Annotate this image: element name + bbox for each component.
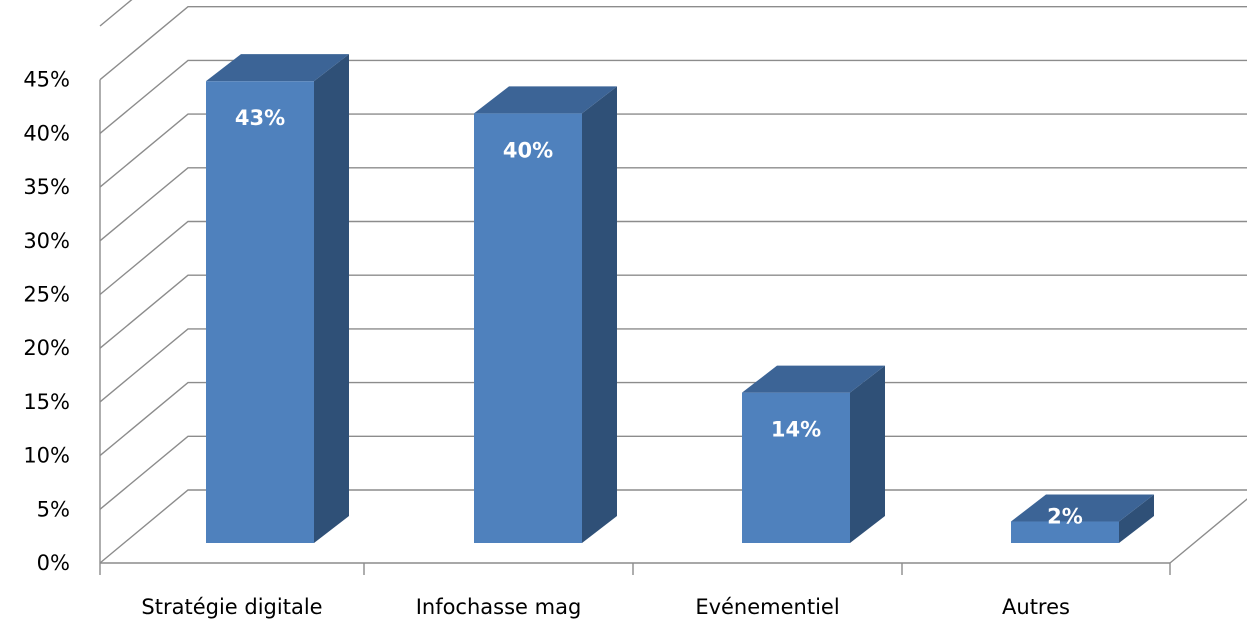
bar-side [314, 54, 349, 544]
bar-side [1119, 494, 1154, 543]
gridline [99, 0, 133, 27]
y-tick-label: 40% [23, 121, 70, 145]
gridlines [99, 0, 1247, 564]
x-category-label: Stratégie digitale [141, 595, 322, 619]
y-tick-label: 35% [23, 175, 70, 199]
y-tick-label: 15% [23, 390, 70, 414]
bar-front [474, 113, 582, 544]
bar-top [474, 86, 617, 114]
data-label: 2% [1047, 505, 1083, 529]
gridline [99, 435, 1247, 510]
gridline [99, 328, 1247, 403]
gridline [99, 167, 1247, 242]
data-label: 14% [771, 418, 821, 442]
bars [206, 54, 1154, 544]
bar-front [742, 392, 850, 543]
y-tick-label: 10% [23, 444, 70, 468]
y-axis-ticks: 0% 5% 10% 15% 20% 25% 30% 35% 40% 45% [23, 68, 70, 575]
y-tick-label: 0% [37, 551, 70, 575]
bar-top [742, 365, 885, 393]
gridline [99, 59, 1247, 134]
x-category-label: Autres [1002, 595, 1070, 619]
data-labels: 43% 40% 14% 2% [235, 106, 1083, 528]
y-tick-label: 25% [23, 283, 70, 307]
y-tick-label: 45% [23, 68, 70, 92]
y-tick-label: 5% [37, 497, 70, 521]
data-label: 43% [235, 106, 285, 130]
gridline [99, 381, 1247, 457]
y-tick-label: 20% [23, 336, 70, 360]
bar-top [206, 54, 349, 82]
gridline [99, 113, 1247, 188]
bar-top [1011, 494, 1154, 522]
gridline [99, 489, 1247, 564]
bar-front [206, 81, 314, 544]
data-label: 40% [503, 138, 553, 162]
floor-edge-line [1169, 498, 1247, 564]
x-category-label: Evénementiel [695, 595, 839, 619]
y-tick-label: 30% [23, 229, 70, 253]
bar-front [1011, 521, 1119, 543]
x-category-label: Infochasse mag [416, 595, 582, 619]
x-axis: Stratégie digitale Infochasse mag Evénemen… [99, 498, 1247, 619]
gridline [99, 5, 1247, 81]
gridline [99, 274, 1247, 349]
bar-side [582, 86, 617, 544]
bar-side [850, 365, 885, 543]
gridline [99, 220, 1247, 296]
